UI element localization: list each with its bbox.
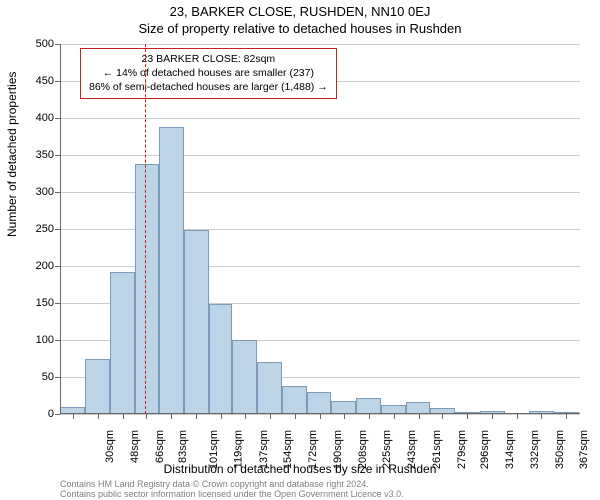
x-tick bbox=[98, 414, 99, 419]
x-tick bbox=[171, 414, 172, 419]
x-tick bbox=[394, 414, 395, 419]
x-tick bbox=[245, 414, 246, 419]
x-tick bbox=[123, 414, 124, 419]
x-tick bbox=[196, 414, 197, 419]
histogram-bar bbox=[356, 398, 381, 414]
histogram-bar bbox=[85, 359, 110, 415]
histogram-bar bbox=[331, 401, 356, 414]
chart-subtitle: Size of property relative to detached ho… bbox=[0, 19, 600, 36]
x-tick-label: 66sqm bbox=[154, 430, 166, 463]
x-tick bbox=[73, 414, 74, 419]
x-tick bbox=[369, 414, 370, 419]
info-box-line3: 86% of semi-detached houses are larger (… bbox=[89, 80, 328, 94]
x-tick bbox=[295, 414, 296, 419]
grid-line bbox=[60, 44, 580, 45]
x-tick bbox=[146, 414, 147, 419]
histogram-bar bbox=[257, 362, 282, 414]
y-tick-label: 50 bbox=[42, 371, 54, 383]
info-box-line1: 23 BARKER CLOSE: 82sqm bbox=[89, 52, 328, 66]
x-tick-label: 83sqm bbox=[177, 430, 189, 463]
x-tick bbox=[419, 414, 420, 419]
histogram-bar bbox=[110, 272, 135, 414]
chart-container: 23, BARKER CLOSE, RUSHDEN, NN10 0EJ Size… bbox=[0, 0, 600, 500]
reference-line bbox=[145, 44, 146, 414]
y-tick-label: 450 bbox=[36, 75, 54, 87]
x-tick bbox=[344, 414, 345, 419]
x-tick bbox=[517, 414, 518, 419]
y-tick-label: 0 bbox=[48, 408, 54, 420]
y-tick-label: 300 bbox=[36, 186, 54, 198]
histogram-bar bbox=[209, 304, 233, 414]
y-axis-label: Number of detached properties bbox=[5, 72, 19, 237]
y-tick-label: 150 bbox=[36, 297, 54, 309]
x-tick bbox=[270, 414, 271, 419]
x-tick bbox=[467, 414, 468, 419]
info-box-line2: ← 14% of detached houses are smaller (23… bbox=[89, 66, 328, 80]
y-tick bbox=[55, 414, 60, 415]
x-tick bbox=[221, 414, 222, 419]
histogram-bar bbox=[135, 164, 159, 414]
y-tick-label: 350 bbox=[36, 149, 54, 161]
histogram-bar bbox=[232, 340, 257, 414]
y-tick-label: 200 bbox=[36, 260, 54, 272]
x-tick-label: 48sqm bbox=[129, 430, 141, 463]
footer-line2: Contains public sector information licen… bbox=[60, 490, 404, 500]
plot-area: 05010015020025030035040045050030sqm48sqm… bbox=[60, 44, 580, 414]
y-tick-label: 500 bbox=[36, 38, 54, 50]
histogram-bar bbox=[282, 386, 307, 414]
x-tick bbox=[492, 414, 493, 419]
y-tick-label: 100 bbox=[36, 334, 54, 346]
chart-title-address: 23, BARKER CLOSE, RUSHDEN, NN10 0EJ bbox=[0, 0, 600, 19]
grid-line bbox=[60, 155, 580, 156]
x-axis-label: Distribution of detached houses by size … bbox=[0, 462, 600, 476]
y-axis-line bbox=[60, 44, 61, 414]
x-tick bbox=[566, 414, 567, 419]
x-tick bbox=[442, 414, 443, 419]
y-tick-label: 400 bbox=[36, 112, 54, 124]
y-tick-label: 250 bbox=[36, 223, 54, 235]
histogram-bar bbox=[184, 230, 209, 414]
x-axis-line bbox=[60, 413, 580, 414]
grid-line bbox=[60, 118, 580, 119]
footer-attribution: Contains HM Land Registry data © Crown c… bbox=[60, 480, 404, 500]
histogram-bar bbox=[307, 392, 331, 414]
x-tick bbox=[320, 414, 321, 419]
histogram-bar bbox=[159, 127, 184, 414]
x-tick bbox=[541, 414, 542, 419]
x-tick-label: 30sqm bbox=[104, 430, 116, 463]
info-box: 23 BARKER CLOSE: 82sqm ← 14% of detached… bbox=[80, 48, 337, 99]
